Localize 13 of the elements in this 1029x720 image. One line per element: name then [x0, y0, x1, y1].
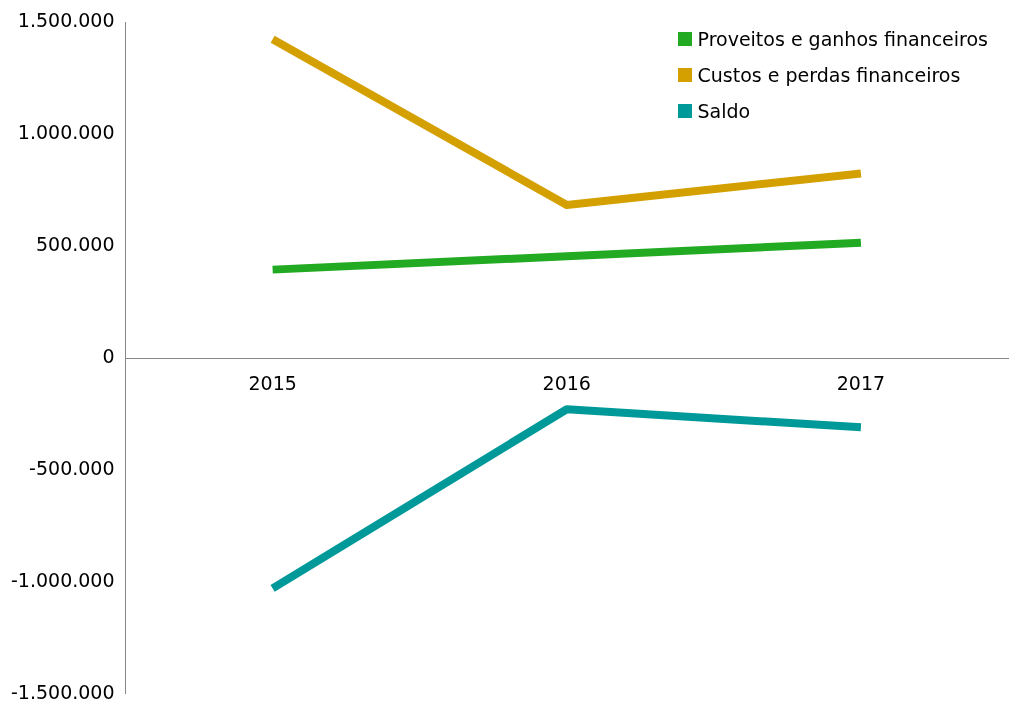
x-tick-label: 2015: [248, 372, 297, 395]
legend-label: Proveitos e ganhos financeiros: [697, 28, 988, 50]
y-tick-label: -1.000.000: [10, 568, 115, 591]
y-tick-label: 500.000: [35, 233, 115, 256]
legend-label: Custos e perdas financeiros: [697, 64, 961, 86]
x-tick-label: 2017: [836, 372, 886, 395]
legend-label: Saldo: [697, 100, 751, 122]
x-tick-label: 2016: [542, 372, 591, 395]
y-tick-label: -1.500.000: [10, 680, 115, 703]
y-tick-label: 1.000.000: [17, 121, 115, 144]
y-tick-label: 0: [102, 344, 115, 367]
y-tick-label: -500.000: [29, 456, 115, 479]
y-tick-label: 1.500.000: [17, 9, 115, 32]
